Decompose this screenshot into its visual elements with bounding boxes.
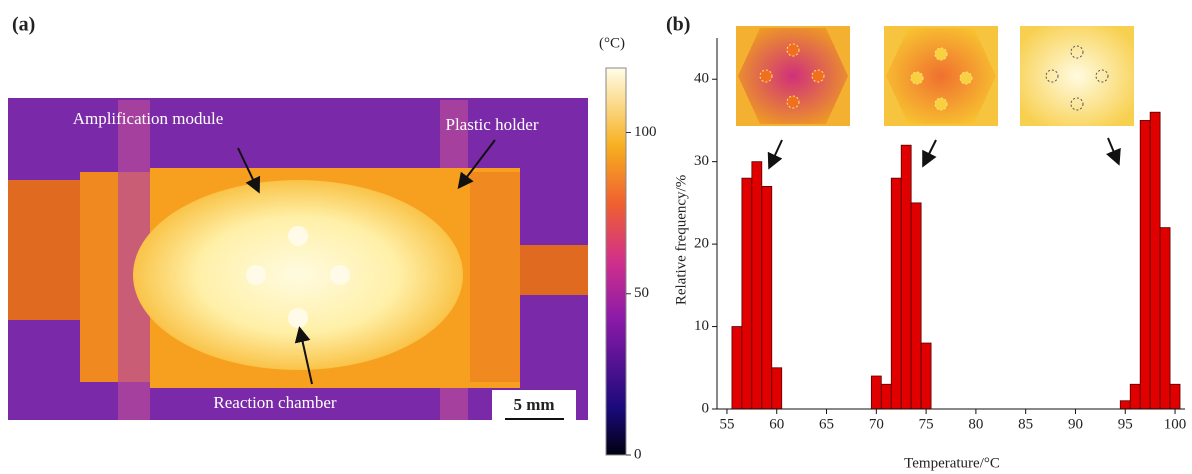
bar (732, 327, 742, 409)
x-tick-label: 100 (1164, 416, 1187, 432)
y-tick-label: 0 (702, 400, 710, 416)
bar (1160, 228, 1170, 409)
y-axis-label: Relative frequency/% (673, 175, 689, 305)
bar (742, 178, 752, 409)
bar (881, 384, 891, 409)
panel-label: (b) (666, 14, 690, 36)
x-tick-label: 70 (869, 416, 884, 432)
colorbar-tick-label: 0 (634, 446, 642, 462)
colorbar-unit: (°C) (599, 35, 625, 51)
y-tick-label: 40 (694, 71, 709, 87)
bar (871, 376, 881, 409)
y-tick-label: 20 (694, 236, 709, 252)
bar (901, 145, 911, 409)
y-tick-label: 10 (694, 318, 709, 334)
colorbar-tick-label: 100 (634, 124, 657, 140)
panel-label: (a) (12, 14, 35, 36)
annotation: Plastic holder (445, 115, 538, 134)
bar (1140, 120, 1150, 409)
y-tick-label: 30 (694, 153, 709, 169)
bar (1130, 384, 1140, 409)
bar (1150, 112, 1160, 409)
bar (891, 178, 901, 409)
x-tick-label: 60 (769, 416, 784, 432)
bar (772, 368, 782, 409)
x-tick-label: 65 (819, 416, 834, 432)
annotation: Reaction chamber (213, 393, 337, 412)
x-tick-label: 75 (919, 416, 934, 432)
x-axis-label: Temperature/°C (904, 455, 1000, 471)
bar (752, 162, 762, 409)
x-tick-label: 80 (968, 416, 983, 432)
bar (921, 343, 931, 409)
colorbar-tick-label: 50 (634, 285, 649, 301)
bar (1120, 401, 1130, 409)
x-tick-label: 90 (1068, 416, 1083, 432)
figure: (°C) (a) Amplification module Plastic ho… (0, 0, 1192, 474)
bar (1170, 384, 1180, 409)
scale-bar-label: 5 mm (513, 395, 554, 414)
x-tick-label: 85 (1018, 416, 1033, 432)
bar (911, 203, 921, 409)
inset-images (736, 26, 1134, 166)
bar (762, 186, 772, 409)
annotation: Amplification module (73, 109, 224, 128)
x-tick-label: 55 (719, 416, 734, 432)
x-tick-label: 95 (1118, 416, 1133, 432)
